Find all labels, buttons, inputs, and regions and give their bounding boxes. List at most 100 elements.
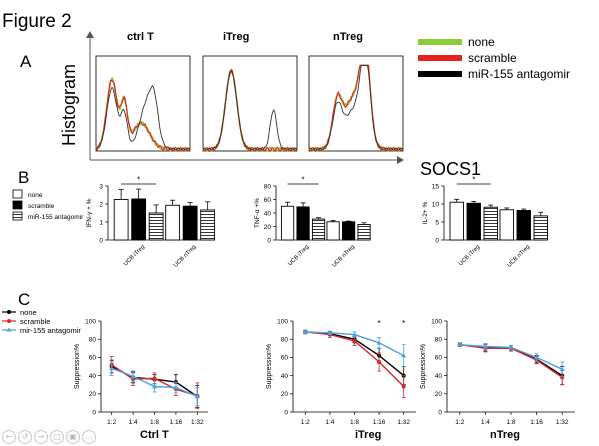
next-slide-icon[interactable]: →	[34, 430, 48, 444]
bar-category-label: UCB nTreg	[173, 244, 198, 269]
legend-swatch-none	[418, 39, 462, 45]
line-y-tick-label: 60	[89, 355, 97, 362]
histogram-frame	[308, 55, 404, 152]
bar-y-tick-label: 0	[99, 237, 103, 244]
line-chart-title: iTreg	[355, 429, 381, 441]
line-point	[482, 343, 488, 349]
histogram-title: nTreg	[333, 31, 363, 43]
legend-label-antagomir: miR-155 antagomir	[468, 67, 570, 81]
line-chart-title: nTreg	[490, 429, 520, 441]
histogram-title: iTreg	[223, 31, 249, 43]
line-y-tick-label: 20	[89, 391, 97, 398]
line-point	[534, 354, 540, 360]
line-legend-marker-scramble	[7, 319, 11, 323]
line-legend: none scramble mir-155 antagomir	[2, 308, 81, 335]
bar-y-label: TNF-α +%	[254, 198, 261, 228]
line-legend-marker-antagomir	[6, 327, 12, 332]
histogram-curve-none	[95, 77, 191, 153]
line-point	[152, 384, 157, 389]
line-point	[352, 339, 357, 344]
bar	[499, 209, 514, 241]
previous-slide-icon[interactable]: ←	[2, 430, 16, 444]
line-x-tick-label: 1:32	[191, 419, 204, 426]
bar-y-label: IL-2+ %	[422, 201, 429, 224]
line-y-tick-label: 40	[281, 373, 289, 380]
line-x-tick-label: 1:2	[107, 419, 116, 426]
bar-y-tick-label: 15	[432, 183, 440, 190]
line-y-tick-label: 100	[431, 318, 442, 325]
line-y-tick-label: 0	[284, 409, 288, 416]
line-x-tick-label: 1:8	[506, 419, 515, 426]
line-y-label: Suppression%	[420, 344, 427, 389]
line-x-tick-label: 1:4	[325, 419, 334, 426]
histogram-panels: ctrl T iTreg nTreg	[95, 31, 404, 153]
bar-y-tick-label: 0	[435, 237, 439, 244]
line-significance-star: *	[378, 319, 381, 328]
line-y-tick-label: 40	[435, 373, 443, 380]
socs1-xlabel: SOCS1	[420, 159, 481, 179]
histogram-curve-antagomir	[308, 64, 404, 151]
bar-category-label: UCB iTreg	[123, 244, 146, 267]
line-charts: 0 20 40 60 80 100 1:2 1:4 1:8 1:16 1:32 Suppression…	[74, 318, 575, 441]
bar-category-label: UCB iTreg	[458, 244, 481, 267]
panel-a-letter: A	[20, 52, 32, 71]
line-x-tick-label: 1:8	[350, 419, 359, 426]
line-y-tick-label: 100	[277, 318, 288, 325]
line-y-tick-label: 80	[281, 337, 289, 344]
bar	[311, 218, 326, 241]
slide-navigation: ← ↺ → □ ▣ …	[2, 430, 96, 444]
histogram-y-arrowhead	[86, 31, 94, 38]
bar-y-tick-label: 20	[264, 224, 272, 231]
line-y-label: Suppression%	[266, 344, 273, 389]
undo-icon[interactable]: ↺	[18, 430, 32, 444]
bar-y-tick-label: 1	[99, 219, 103, 226]
line-x-tick-label: 1:8	[150, 419, 159, 426]
bar-y-tick-label: 0	[267, 237, 271, 244]
line-point	[173, 384, 179, 390]
histogram-frame	[95, 55, 191, 152]
line-x-tick-label: 1:16	[373, 419, 386, 426]
line-y-tick-label: 0	[92, 409, 96, 416]
line-legend-marker-none	[7, 310, 11, 314]
bar-y-tick-label: 10	[432, 201, 440, 208]
line-point	[152, 376, 157, 381]
bar	[131, 198, 147, 241]
line-y-tick-label: 80	[435, 337, 443, 344]
bar	[200, 209, 216, 241]
bar	[533, 215, 548, 241]
bar-legend-swatch-scramble	[12, 200, 23, 210]
line-y-tick-label: 20	[281, 391, 289, 398]
line-y-tick-label: 60	[281, 355, 289, 362]
slide-overview-icon[interactable]: ▣	[66, 430, 80, 444]
line-point	[457, 342, 463, 347]
bar-legend: none scramble miR-155 antagomir	[12, 189, 84, 221]
bar	[281, 205, 295, 241]
bar-y-tick-label: 2	[99, 201, 103, 208]
bar	[113, 199, 129, 241]
legend-label-scramble: scramble	[468, 51, 517, 65]
line-y-tick-label: 100	[85, 318, 96, 325]
more-options-icon[interactable]: …	[82, 430, 96, 444]
bar-significance-star: *	[472, 176, 475, 185]
histogram-curve-antagomir	[202, 70, 298, 151]
line-y-tick-label: 80	[89, 337, 97, 344]
legend-swatch-antagomir	[418, 71, 462, 77]
bar-significance-star: *	[302, 176, 305, 185]
line-significance-star: *	[402, 319, 405, 328]
line-x-tick-label: 1:4	[129, 419, 138, 426]
histogram-curve-scramble	[202, 68, 298, 152]
line-point	[130, 374, 136, 379]
bar	[466, 202, 481, 241]
bar-y-tick-label: 5	[435, 219, 439, 226]
bar	[449, 201, 464, 241]
slide-thumbnail-icon[interactable]: □	[50, 430, 64, 444]
bar-category-label: UCB iTreg	[287, 244, 310, 267]
line-point	[327, 330, 333, 335]
line-legend-label-scramble: scramble	[20, 317, 50, 326]
bar-legend-label-none: none	[28, 192, 43, 199]
line-x-tick-label: 1:4	[481, 419, 490, 426]
line-point	[109, 365, 115, 371]
bar-y-tick-label: 40	[264, 210, 272, 217]
bar	[182, 205, 198, 241]
bar	[326, 221, 340, 241]
